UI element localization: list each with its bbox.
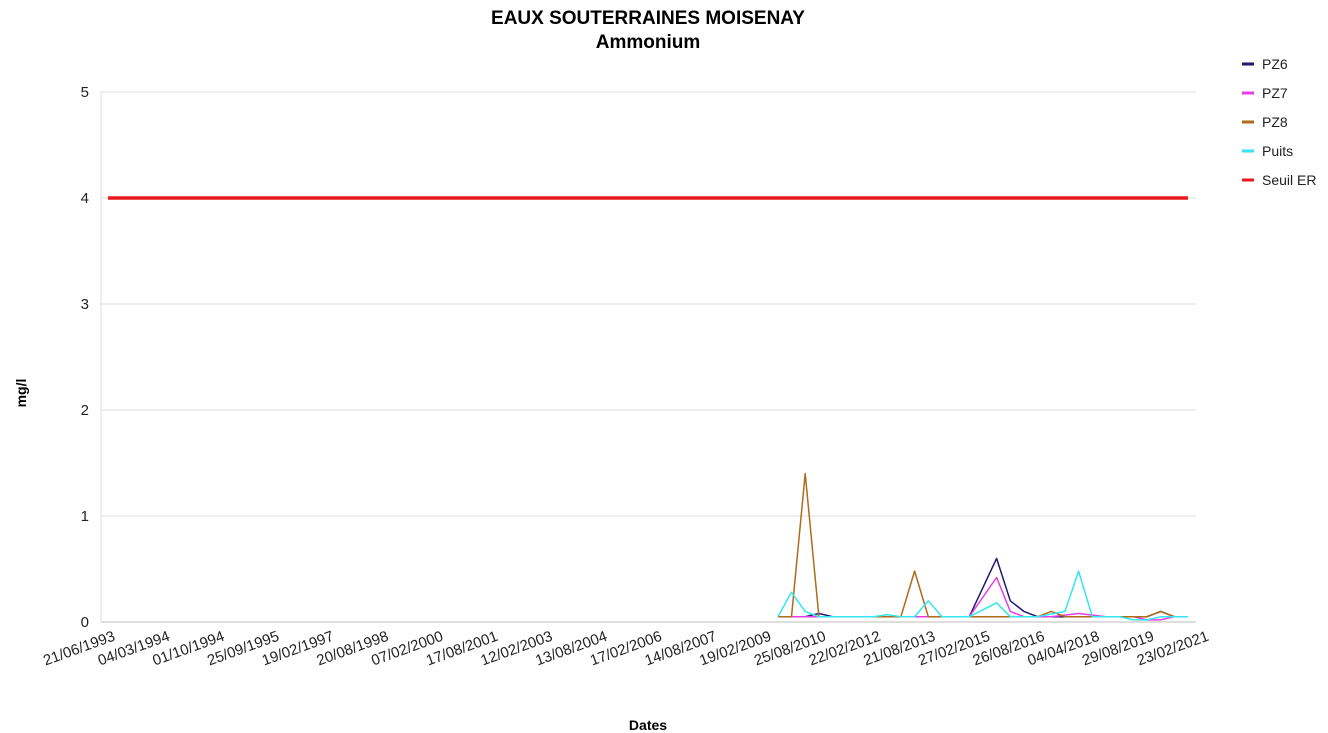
series-line-pz8 [777, 472, 1188, 618]
y-tick-label: 2 [81, 402, 89, 419]
legend-label-pz7: PZ7 [1262, 85, 1288, 101]
series-line-puits [777, 570, 1188, 621]
gridlines [100, 91, 1196, 623]
y-tick-label: 4 [81, 190, 89, 207]
y-tick-label: 0 [81, 614, 89, 631]
y-tick-label: 1 [81, 508, 89, 525]
series-line-pz6 [777, 557, 1188, 618]
y-tick-label: 3 [81, 296, 89, 313]
y-tick-label: 5 [81, 84, 89, 101]
legend-label-seuil-er: Seuil ER [1262, 172, 1316, 188]
chart-title: EAUX SOUTERRAINES MOISENAY [491, 8, 805, 29]
series-lines [108, 196, 1188, 621]
x-tick-labels: 21/06/199304/03/199401/10/199425/09/1995… [41, 628, 1211, 670]
y-tick-labels: 0 1 2 3 4 5 [81, 84, 89, 631]
legend-label-pz8: PZ8 [1262, 114, 1288, 130]
legend-label-puits: Puits [1262, 143, 1293, 159]
x-axis-title: Dates [629, 717, 667, 733]
series-line-pz7 [777, 576, 1188, 621]
legend-label-pz6: PZ6 [1262, 56, 1288, 72]
chart-subtitle: Ammonium [596, 32, 701, 53]
legend: PZ6 PZ7 PZ8 Puits Seuil ER [1242, 56, 1316, 188]
y-axis-title: mg/l [13, 379, 29, 408]
